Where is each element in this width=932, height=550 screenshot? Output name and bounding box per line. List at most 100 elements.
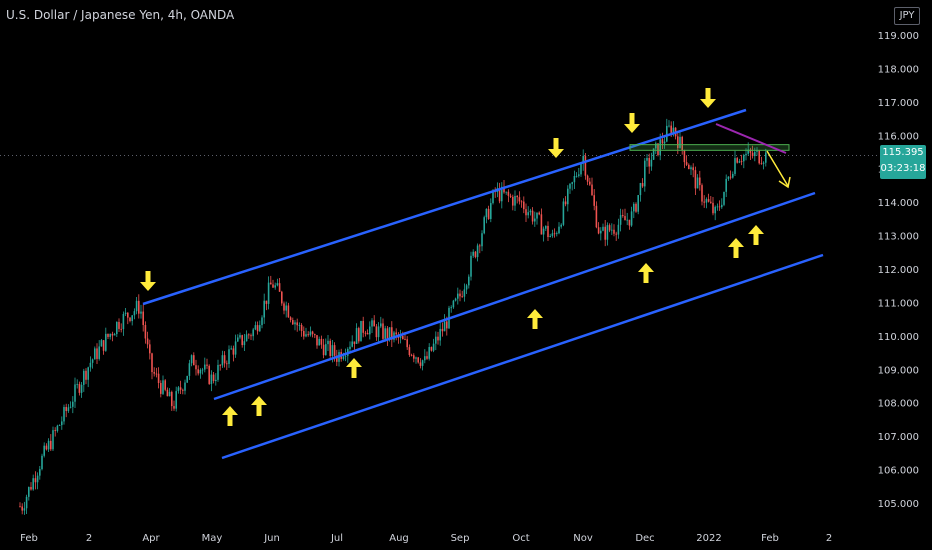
channel-middle-line[interactable] (213, 191, 816, 401)
candle-body (529, 210, 532, 213)
candle-body (131, 315, 133, 322)
candle-body (575, 175, 578, 177)
candle-body (608, 225, 611, 231)
candle-body (83, 370, 85, 385)
candle-body (756, 150, 758, 152)
candle-body (540, 214, 543, 235)
time-tick-label: Oct (512, 533, 529, 544)
candle-body (388, 327, 391, 340)
candle-body (263, 300, 265, 318)
candle-body (314, 334, 316, 336)
channel-upper-line[interactable] (142, 108, 747, 306)
candle-body (650, 159, 653, 167)
candle-body (333, 345, 336, 356)
candle-body (485, 208, 488, 218)
candle-body (311, 331, 314, 335)
candle-body (278, 283, 281, 292)
candle-body (23, 508, 26, 511)
candle-body (501, 186, 503, 202)
candle-body (327, 340, 329, 345)
candle-body (439, 328, 441, 341)
candle-body (239, 335, 241, 338)
down-arrow-marker[interactable] (140, 271, 156, 291)
candle-body (655, 143, 657, 149)
candle-body (107, 333, 109, 337)
down-arrow-marker[interactable] (624, 113, 640, 133)
up-arrow-marker[interactable] (346, 358, 362, 378)
candle-body (199, 369, 202, 374)
candle-body (188, 363, 191, 376)
candle-body (206, 364, 208, 366)
candle-body (373, 320, 375, 327)
time-tick-label: Sep (451, 533, 470, 544)
candle-body (144, 325, 147, 339)
up-arrow-marker[interactable] (251, 396, 267, 416)
up-arrow-marker[interactable] (748, 225, 764, 245)
candle-body (318, 338, 320, 346)
candle-body (457, 293, 459, 299)
candle-body (492, 190, 494, 204)
candle-body (692, 167, 694, 171)
down-arrow-marker[interactable] (548, 138, 564, 158)
candle-body (375, 326, 378, 338)
last-price-label: 115.395 03:23:18 (880, 145, 926, 179)
candle-body (430, 347, 433, 351)
candle-body (734, 158, 736, 174)
time-tick-label: May (202, 533, 223, 544)
projection-arrow-line[interactable] (766, 150, 789, 187)
candle-body (694, 170, 697, 189)
channel-lower-line[interactable] (221, 253, 824, 460)
candle-body (173, 406, 175, 409)
candle-body (443, 321, 446, 332)
candle-body (626, 219, 628, 221)
candle-body (661, 139, 664, 144)
candle-body (164, 380, 166, 390)
candle-body (208, 365, 210, 384)
candle-body (516, 195, 518, 198)
candle-body (140, 311, 142, 314)
candle-body (677, 136, 679, 149)
up-arrow-marker[interactable] (728, 238, 744, 258)
candle-body (285, 305, 287, 311)
candle-body (162, 380, 164, 394)
candle-body (118, 321, 120, 329)
price-tick-label: 106.000 (878, 466, 919, 477)
candle-body (212, 374, 215, 382)
candle-body (622, 215, 624, 217)
candle-body (604, 226, 606, 240)
candle-body (377, 326, 380, 338)
candle-body (602, 226, 604, 231)
up-arrow-marker[interactable] (527, 309, 543, 329)
candle-body (688, 164, 690, 170)
candle-body (450, 307, 452, 309)
candle-body (217, 364, 219, 380)
candle-body (505, 191, 507, 193)
candle-body (296, 322, 298, 326)
descending-trendline[interactable] (715, 123, 787, 154)
down-arrow-marker[interactable] (700, 88, 716, 108)
candle-body (419, 362, 422, 366)
candle-body (248, 334, 250, 336)
candle-body (600, 230, 602, 234)
candle-body (538, 212, 540, 215)
candle-body (252, 329, 254, 337)
currency-badge[interactable]: JPY (894, 7, 920, 25)
candle-body (153, 372, 155, 374)
price-axis: 119.000118.000117.000116.000115.000114.0… (878, 31, 919, 510)
candle-body (102, 340, 105, 351)
candle-body (241, 335, 243, 346)
candle-body (160, 383, 162, 394)
up-arrow-marker[interactable] (222, 406, 238, 426)
resistance-zone[interactable] (629, 144, 790, 151)
candle-body (595, 205, 598, 228)
candle-body (509, 195, 512, 197)
candle-body (349, 346, 351, 349)
price-tick-label: 109.000 (878, 365, 919, 376)
candle-body (395, 332, 397, 335)
candle-body (120, 328, 122, 330)
candle-body (336, 355, 338, 362)
up-arrow-marker[interactable] (638, 263, 654, 283)
price-tick-label: 112.000 (878, 265, 919, 276)
candle-body (36, 475, 39, 483)
